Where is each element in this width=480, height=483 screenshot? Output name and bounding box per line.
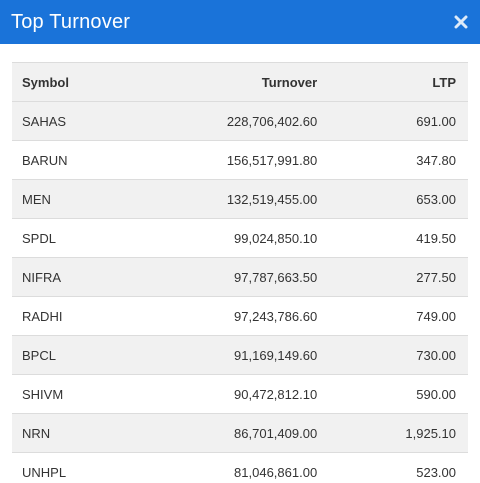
table-row[interactable]: SAHAS 228,706,402.60 691.00 [12,101,468,141]
symbol-cell: BARUN [12,140,177,180]
ltp-cell: 749.00 [331,296,468,336]
table-row[interactable]: SHIVM 90,472,812.10 590.00 [12,374,468,414]
symbol-cell: SHIVM [12,374,177,414]
symbol-cell: NIFRA [12,257,177,297]
modal-header: Top Turnover [0,0,480,44]
turnover-cell: 97,787,663.50 [176,257,332,297]
ltp-cell: 1,925.10 [331,413,468,453]
symbol-cell: MEN [12,179,177,219]
symbol-cell: UNHPL [12,452,177,483]
table-row[interactable]: NRN 86,701,409.00 1,925.10 [12,413,468,453]
table-row[interactable]: SPDL 99,024,850.10 419.50 [12,218,468,258]
symbol-cell: NRN [12,413,177,453]
symbol-cell: BPCL [12,335,177,375]
ltp-cell: 590.00 [331,374,468,414]
table-row[interactable]: NIFRA 97,787,663.50 277.50 [12,257,468,297]
turnover-cell: 99,024,850.10 [176,218,332,258]
turnover-cell: 90,472,812.10 [176,374,332,414]
turnover-cell: 81,046,861.00 [176,452,332,483]
ltp-cell: 653.00 [331,179,468,219]
symbol-cell: SPDL [12,218,177,258]
ltp-cell: 523.00 [331,452,468,483]
turnover-cell: 132,519,455.00 [176,179,332,219]
column-header-symbol[interactable]: Symbol [12,62,177,102]
table-row[interactable]: BARUN 156,517,991.80 347.80 [12,140,468,180]
ltp-cell: 419.50 [331,218,468,258]
modal-title: Top Turnover [11,10,131,33]
table-row[interactable]: RADHI 97,243,786.60 749.00 [12,296,468,336]
turnover-cell: 228,706,402.60 [176,101,332,141]
ltp-cell: 347.80 [331,140,468,180]
table-row[interactable]: BPCL 91,169,149.60 730.00 [12,335,468,375]
ltp-cell: 691.00 [331,101,468,141]
symbol-cell: RADHI [12,296,177,336]
table-header-row: Symbol Turnover LTP [12,62,468,102]
turnover-cell: 91,169,149.60 [176,335,332,375]
turnover-cell: 86,701,409.00 [176,413,332,453]
ltp-cell: 730.00 [331,335,468,375]
turnover-cell: 97,243,786.60 [176,296,332,336]
turnover-cell: 156,517,991.80 [176,140,332,180]
table-row[interactable]: UNHPL 81,046,861.00 523.00 [12,452,468,483]
modal-body: Symbol Turnover LTP SAHAS 228,706,402.60… [0,44,480,483]
close-icon [454,15,468,29]
table-row[interactable]: MEN 132,519,455.00 653.00 [12,179,468,219]
ltp-cell: 277.50 [331,257,468,297]
symbol-cell: SAHAS [12,101,177,141]
close-button[interactable] [452,13,470,31]
column-header-turnover[interactable]: Turnover [176,62,332,102]
column-header-ltp[interactable]: LTP [331,62,468,102]
turnover-table: Symbol Turnover LTP SAHAS 228,706,402.60… [12,62,468,483]
